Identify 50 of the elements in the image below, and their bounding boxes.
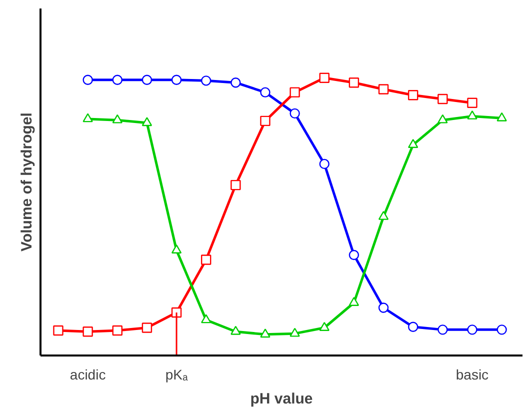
point — [82, 74, 93, 85]
point — [378, 84, 389, 94]
x-tick-label: acidic — [70, 366, 106, 382]
point — [200, 314, 212, 324]
point — [467, 98, 478, 108]
point — [200, 76, 212, 86]
point — [142, 74, 152, 85]
point — [348, 250, 360, 260]
point — [171, 307, 182, 318]
point — [290, 87, 300, 98]
x-axis-title: pH value — [250, 390, 313, 408]
point — [82, 326, 93, 337]
point — [378, 210, 389, 220]
point — [53, 325, 64, 336]
point — [82, 113, 93, 122]
point — [112, 74, 122, 85]
point — [290, 108, 300, 119]
point — [408, 90, 418, 100]
point — [467, 324, 478, 335]
point — [142, 322, 152, 333]
point — [467, 110, 478, 120]
x-tick-label: basic — [456, 366, 489, 382]
point — [200, 254, 212, 265]
point — [378, 302, 389, 313]
point — [230, 78, 241, 88]
point — [171, 244, 182, 254]
point — [438, 114, 448, 124]
point — [230, 180, 241, 190]
point — [142, 117, 152, 126]
point — [319, 72, 330, 83]
point — [112, 114, 122, 124]
point — [408, 322, 418, 332]
point — [496, 112, 507, 122]
point — [171, 74, 182, 85]
point — [408, 139, 418, 148]
point — [319, 158, 330, 170]
point — [290, 328, 300, 337]
point — [260, 87, 270, 98]
point — [496, 324, 507, 335]
point — [319, 322, 330, 331]
point — [260, 328, 270, 338]
point — [230, 326, 241, 335]
point — [438, 94, 448, 104]
point — [348, 78, 360, 88]
point — [438, 324, 448, 335]
y-axis-title: Volume of hydrogel — [18, 112, 36, 252]
point — [260, 116, 270, 126]
x-tick-label: pKₐ — [165, 366, 188, 382]
point — [348, 296, 360, 306]
point — [112, 325, 122, 336]
